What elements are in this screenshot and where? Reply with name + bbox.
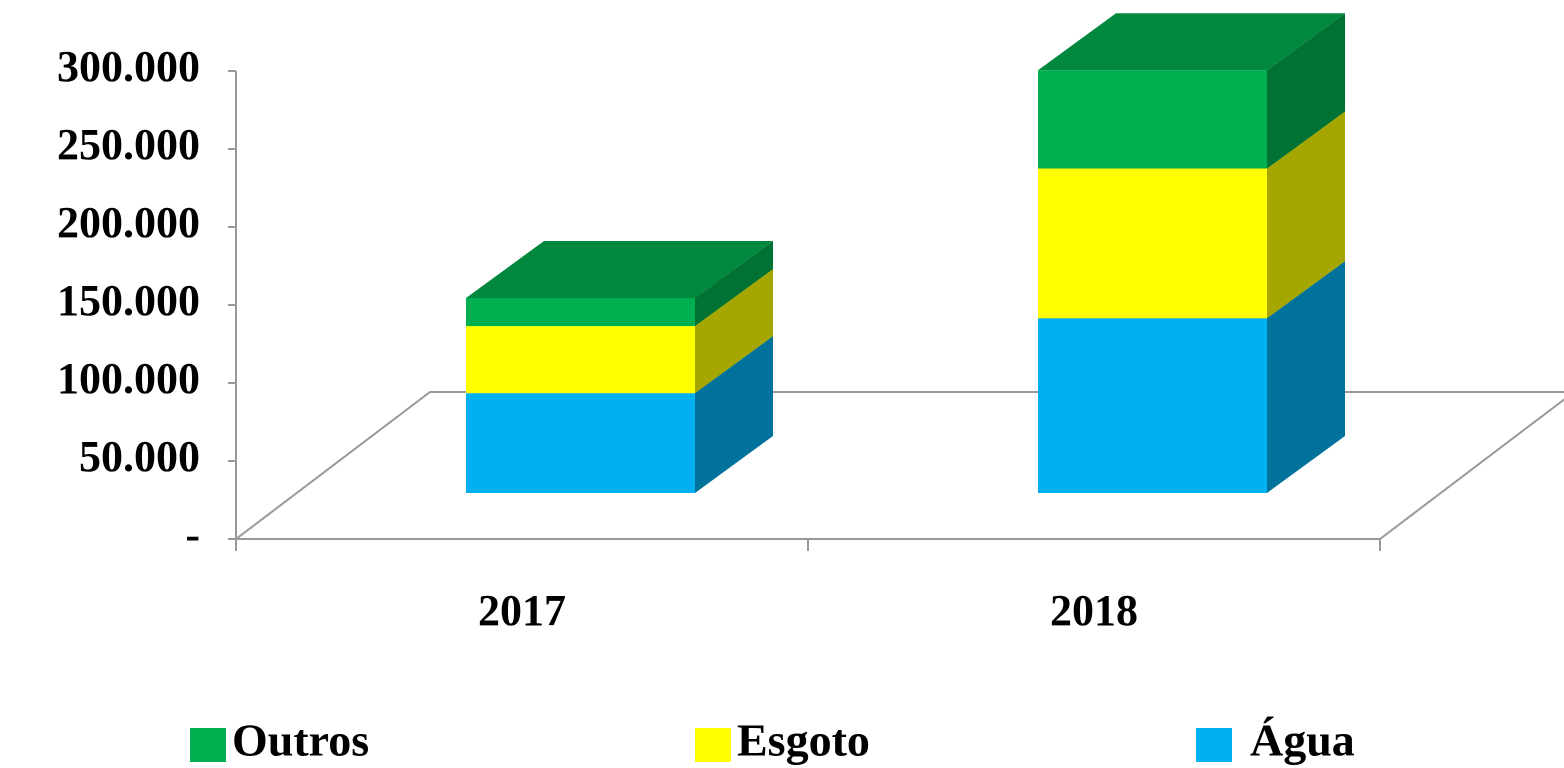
bar-side bbox=[695, 336, 773, 493]
bar bbox=[466, 326, 695, 394]
legend-label: Outros bbox=[232, 715, 369, 766]
bar bbox=[1038, 168, 1267, 319]
bar-top bbox=[1038, 13, 1345, 71]
y-tick-label: 200.000 bbox=[57, 198, 200, 247]
legend-swatch bbox=[695, 728, 731, 762]
x-tick-label: 2018 bbox=[1050, 586, 1138, 635]
legend-swatch bbox=[1196, 728, 1232, 762]
bar bbox=[466, 393, 695, 493]
y-tick-label: 300.000 bbox=[57, 42, 200, 91]
legend-label: Esgoto bbox=[737, 715, 870, 766]
bar bbox=[1038, 70, 1267, 169]
y-tick-label: 50.000 bbox=[79, 432, 200, 481]
bar-side bbox=[1267, 111, 1345, 319]
bar-side bbox=[695, 241, 773, 327]
x-tick-label: 2017 bbox=[478, 586, 566, 635]
legend-swatch bbox=[190, 728, 226, 762]
legend-label: Água bbox=[1250, 715, 1355, 766]
bar-side bbox=[1267, 261, 1345, 493]
y-tick-label: 150.000 bbox=[57, 276, 200, 325]
y-tick-label: 100.000 bbox=[57, 354, 200, 403]
y-tick-label: - bbox=[185, 510, 200, 559]
bar bbox=[1038, 318, 1267, 493]
bar-side bbox=[1267, 13, 1345, 169]
y-tick-label: 250.000 bbox=[57, 120, 200, 169]
bar-side bbox=[695, 269, 773, 394]
bar bbox=[466, 298, 695, 327]
floor bbox=[233, 391, 1564, 540]
bar-top bbox=[466, 241, 773, 298]
